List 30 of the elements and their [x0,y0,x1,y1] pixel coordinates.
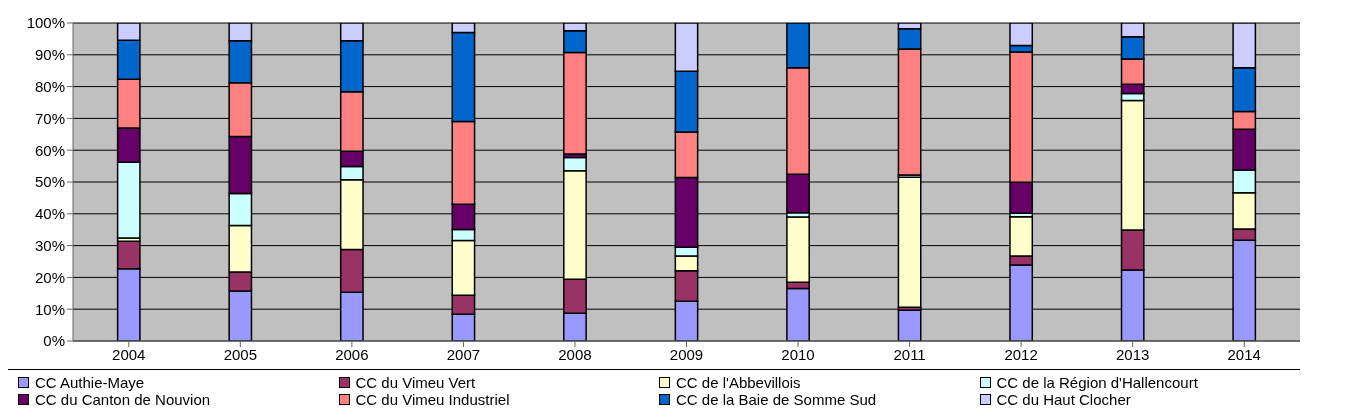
legend-label: CC Authie-Maye [35,374,145,391]
x-tick-label: 2007 [446,345,481,363]
x-tick-label: 2008 [558,345,592,363]
x-tick-label: 2014 [1227,345,1261,363]
y-tick-label: 50% [34,173,65,191]
legend-label: CC de l'Abbevillois [676,374,801,391]
y-tick-label: 100% [26,14,65,32]
y-tick-label: 40% [34,205,65,223]
legend-label: CC de la Région d'Hallencourt [996,374,1198,391]
y-tick-label: 10% [34,300,65,318]
x-tick-label: 2009 [669,345,704,363]
x-tick-label: 2012 [1004,345,1038,363]
y-tick-label: 20% [34,268,65,286]
x-tick-label: 2013 [1115,345,1150,363]
y-tick-label: 90% [34,46,65,64]
legend-label: CC de la Baie de Somme Sud [676,391,877,408]
legend-label: CC du Haut Clocher [996,391,1131,408]
y-tick-label: 80% [34,77,65,95]
y-tick-label: 70% [34,109,65,127]
x-tick-label: 2004 [112,345,146,363]
x-tick-label: 2005 [223,345,258,363]
y-tick-label: 30% [34,236,65,254]
x-tick-label: 2006 [335,345,369,363]
x-tick-label: 2010 [781,345,815,363]
legend-label: CC du Canton de Nouvion [35,391,211,408]
legend-label: CC du Vimeu Vert [355,374,476,391]
legend-label: CC du Vimeu Industriel [355,391,510,408]
y-tick-label: 0% [43,332,65,350]
x-tick-label: 2011 [893,345,926,363]
y-tick-label: 60% [34,141,65,159]
